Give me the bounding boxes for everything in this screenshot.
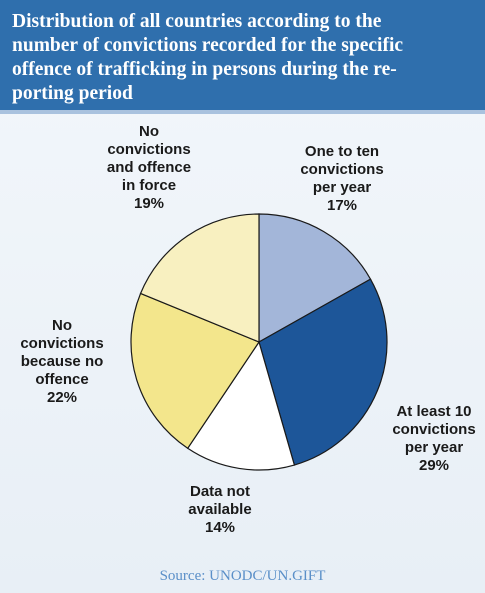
slice-label-line: One to ten (305, 143, 379, 160)
slice-label-no-conv-no-offence: No convictions because no offence 22% (20, 317, 103, 406)
slice-label-line: per year (313, 179, 372, 196)
slice-value-label: 22% (47, 389, 77, 406)
slice-label-line: convictions (107, 141, 190, 158)
slice-label-line: Data not (190, 483, 250, 500)
slice-label-line: and offence (107, 159, 191, 176)
pie-slice-no-conv-offence (139, 213, 260, 343)
title-line-3: offence of trafficking in persons during… (12, 59, 397, 80)
slice-label-line: convictions (300, 161, 383, 178)
source-note: Source: UNODC/UN.GIFT (159, 568, 326, 584)
title-line-1: Distribution of all countries according … (12, 11, 382, 32)
slice-label-line: offence (35, 371, 88, 388)
slice-label-line: per year (405, 439, 464, 456)
pie-slice-not-available (186, 340, 296, 471)
slice-value-label: 29% (419, 457, 449, 474)
slice-label-line: No (52, 317, 72, 334)
pie-slice-no-conv-no-offence (130, 292, 260, 450)
chart-title: Distribution of all countries according … (0, 0, 485, 114)
slice-label-line: available (188, 501, 251, 518)
pie-chart: One to ten convictions per year 17%At least… (20, 123, 475, 536)
slice-label-line: At least 10 (396, 403, 471, 420)
slice-label-at-least-10: At least 10 convictions per year 29% (392, 403, 475, 474)
slice-label-line: convictions (20, 335, 103, 352)
slice-label-line: because no (21, 353, 104, 370)
slice-label-line: convictions (392, 421, 475, 438)
slice-label-line: No (139, 123, 159, 140)
slice-value-label: 14% (205, 519, 235, 536)
slice-label-not-available: Data not available 14% (188, 483, 251, 536)
title-line-2: number of convictions recorded for the s… (12, 35, 404, 56)
pie-slice-one-to-ten (258, 213, 372, 344)
slice-label-no-conv-offence: No convictions and offence in force 19% (107, 123, 191, 212)
slice-value-label: 19% (134, 195, 164, 212)
slice-label-one-to-ten: One to ten convictions per year 17% (300, 143, 383, 214)
title-line-4: porting period (12, 83, 133, 104)
pie-slice-at-least-10 (258, 278, 388, 466)
slice-value-label: 17% (327, 197, 357, 214)
slice-label-line: in force (122, 177, 176, 194)
